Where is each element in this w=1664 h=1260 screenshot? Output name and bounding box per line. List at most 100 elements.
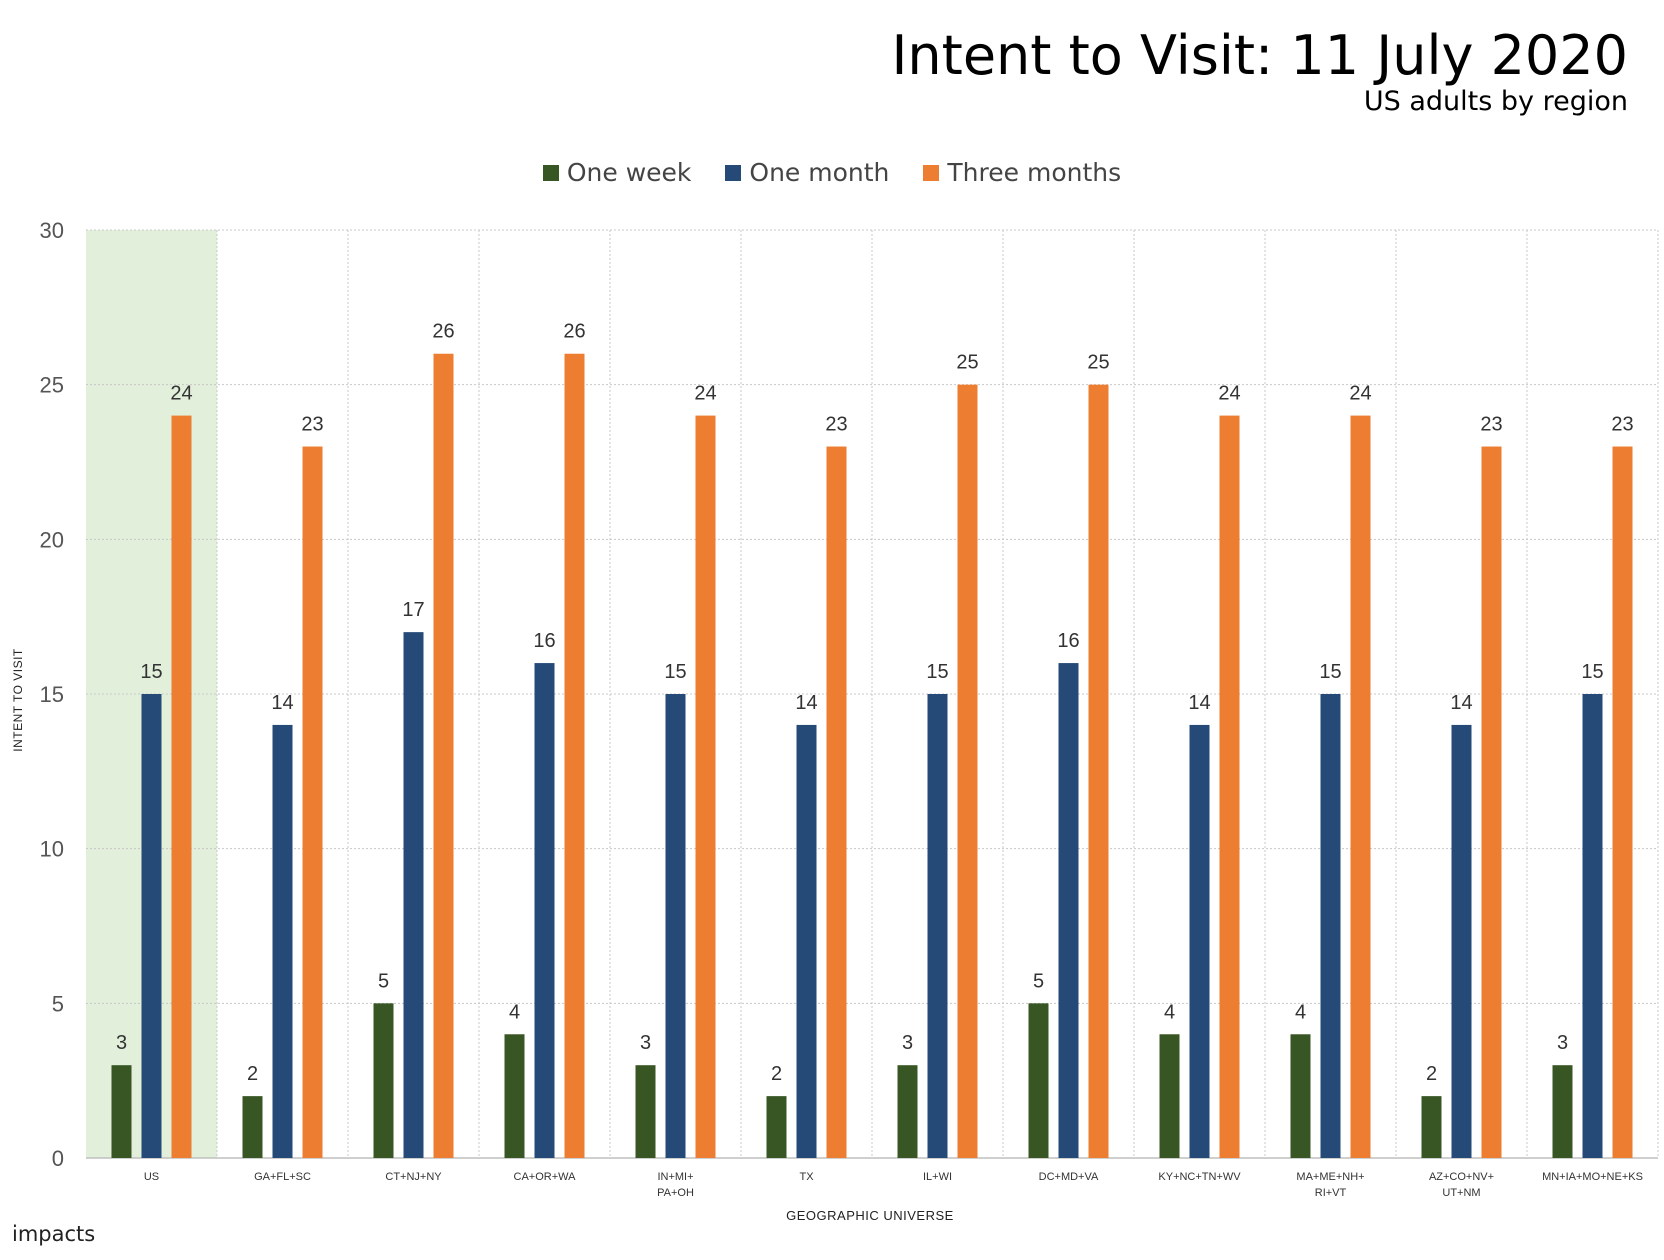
bar-one-week-11 (1421, 1096, 1442, 1158)
x-tick-label-8: DC+MD+VA (1039, 1171, 1099, 1183)
data-label-one-week-11: 2 (1426, 1063, 1437, 1085)
data-label-three-months-4: 26 (563, 321, 585, 343)
x-tick-label-6: TX (799, 1171, 814, 1183)
data-label-one-month-7: 15 (926, 661, 948, 683)
legend-swatch-three-months (923, 164, 940, 181)
bar-three-months-4 (564, 353, 585, 1158)
bar-three-months-5 (695, 415, 716, 1159)
x-tick-label-5-line-2: PA+OH (657, 1187, 694, 1199)
data-label-one-week-7: 3 (902, 1032, 913, 1054)
bar-one-week-1 (111, 1065, 132, 1158)
data-label-one-month-1: 15 (140, 661, 162, 683)
data-label-one-month-3: 17 (402, 599, 424, 621)
bar-three-months-7 (957, 384, 978, 1159)
data-label-one-month-4: 16 (533, 630, 555, 652)
bar-three-months-12 (1612, 446, 1633, 1158)
x-tick-label-9: KY+NC+TN+WV (1158, 1171, 1241, 1183)
legend-label-one-month: One month (749, 158, 890, 187)
data-label-one-month-12: 15 (1581, 661, 1603, 683)
legend-label-three-months: Three months (947, 158, 1122, 187)
y-tick-label-20: 20 (40, 527, 64, 552)
data-label-three-months-5: 24 (694, 383, 716, 405)
bar-one-month-12 (1582, 694, 1603, 1158)
bar-one-week-3 (373, 1003, 394, 1158)
bar-one-month-10 (1320, 694, 1341, 1158)
bar-one-week-6 (766, 1096, 787, 1158)
legend-swatch-one-month (725, 164, 742, 181)
bar-one-week-10 (1290, 1034, 1311, 1158)
data-label-one-month-9: 14 (1188, 692, 1210, 714)
bar-one-week-5 (635, 1065, 656, 1158)
bar-three-months-1 (171, 415, 192, 1159)
x-tick-label-3: CT+NJ+NY (385, 1171, 442, 1183)
data-label-three-months-12: 23 (1611, 414, 1633, 436)
data-label-three-months-6: 23 (825, 414, 847, 436)
chart-title: Intent to Visit: 11 July 2020 (891, 24, 1629, 87)
bar-one-month-4 (534, 663, 555, 1158)
y-tick-label-5: 5 (52, 991, 64, 1016)
data-label-one-week-2: 2 (247, 1063, 258, 1085)
data-label-one-month-2: 14 (271, 692, 293, 714)
data-label-three-months-9: 24 (1218, 383, 1240, 405)
bar-one-week-8 (1028, 1003, 1049, 1158)
data-label-one-week-8: 5 (1033, 970, 1044, 992)
bar-three-months-8 (1088, 384, 1109, 1159)
data-label-one-week-3: 5 (378, 970, 389, 992)
x-axis-title: GEOGRAPHIC UNIVERSE (786, 1208, 954, 1223)
x-tick-label-5-line-1: IN+MI+ (657, 1171, 693, 1183)
data-label-one-week-1: 3 (116, 1032, 127, 1054)
x-tick-label-10-line-1: MA+ME+NH+ (1296, 1171, 1364, 1183)
y-axis-title: INTENT TO VISIT (11, 648, 25, 752)
x-tick-label-11-line-2: UT+NM (1442, 1187, 1480, 1199)
bar-one-week-12 (1552, 1065, 1573, 1158)
bar-one-week-2 (242, 1096, 263, 1158)
bar-one-week-7 (897, 1065, 918, 1158)
y-tick-label-30: 30 (40, 218, 64, 243)
bar-one-month-6 (796, 724, 817, 1158)
bar-one-week-4 (504, 1034, 525, 1158)
data-label-three-months-2: 23 (301, 414, 323, 436)
bar-one-month-1 (141, 694, 162, 1158)
data-label-one-week-12: 3 (1557, 1032, 1568, 1054)
bar-one-month-2 (272, 724, 293, 1158)
x-tick-label-10-line-2: RI+VT (1315, 1187, 1347, 1199)
data-label-three-months-3: 26 (432, 321, 454, 343)
data-label-one-month-10: 15 (1319, 661, 1341, 683)
brand-logo: impacts (12, 1222, 96, 1246)
bar-one-month-11 (1451, 724, 1472, 1158)
legend-swatch-one-week (542, 164, 559, 181)
legend-label-one-week: One week (566, 158, 692, 187)
data-label-three-months-1: 24 (170, 383, 192, 405)
data-label-one-week-5: 3 (640, 1032, 651, 1054)
data-label-three-months-8: 25 (1087, 352, 1109, 374)
x-tick-label-4: CA+OR+WA (514, 1171, 577, 1183)
bar-one-month-3 (403, 632, 424, 1158)
bar-three-months-6 (826, 446, 847, 1158)
data-label-one-week-6: 2 (771, 1063, 782, 1085)
bar-one-week-9 (1159, 1034, 1180, 1158)
x-tick-label-1: US (144, 1171, 159, 1183)
bar-one-month-9 (1189, 724, 1210, 1158)
y-tick-label-15: 15 (40, 682, 64, 707)
x-tick-label-2: GA+FL+SC (254, 1171, 311, 1183)
data-label-one-month-8: 16 (1057, 630, 1079, 652)
bar-three-months-10 (1350, 415, 1371, 1159)
data-label-one-month-11: 14 (1450, 692, 1472, 714)
bar-one-month-5 (665, 694, 686, 1158)
data-label-three-months-10: 24 (1349, 383, 1371, 405)
data-label-one-month-6: 14 (795, 692, 817, 714)
chart-subtitle: US adults by region (1363, 86, 1628, 117)
bar-three-months-3 (433, 353, 454, 1158)
y-tick-label-10: 10 (40, 837, 64, 862)
x-tick-label-12: MN+IA+MO+NE+KS (1542, 1171, 1643, 1183)
y-tick-label-25: 25 (40, 373, 64, 398)
y-tick-label-0: 0 (52, 1146, 64, 1171)
data-label-three-months-7: 25 (956, 352, 978, 374)
data-label-one-month-5: 15 (664, 661, 686, 683)
data-label-one-week-4: 4 (509, 1001, 520, 1023)
bar-one-month-8 (1058, 663, 1079, 1158)
legend-item-one-week: One week (542, 158, 692, 187)
data-label-three-months-11: 23 (1480, 414, 1502, 436)
legend-item-three-months: Three months (923, 158, 1121, 187)
